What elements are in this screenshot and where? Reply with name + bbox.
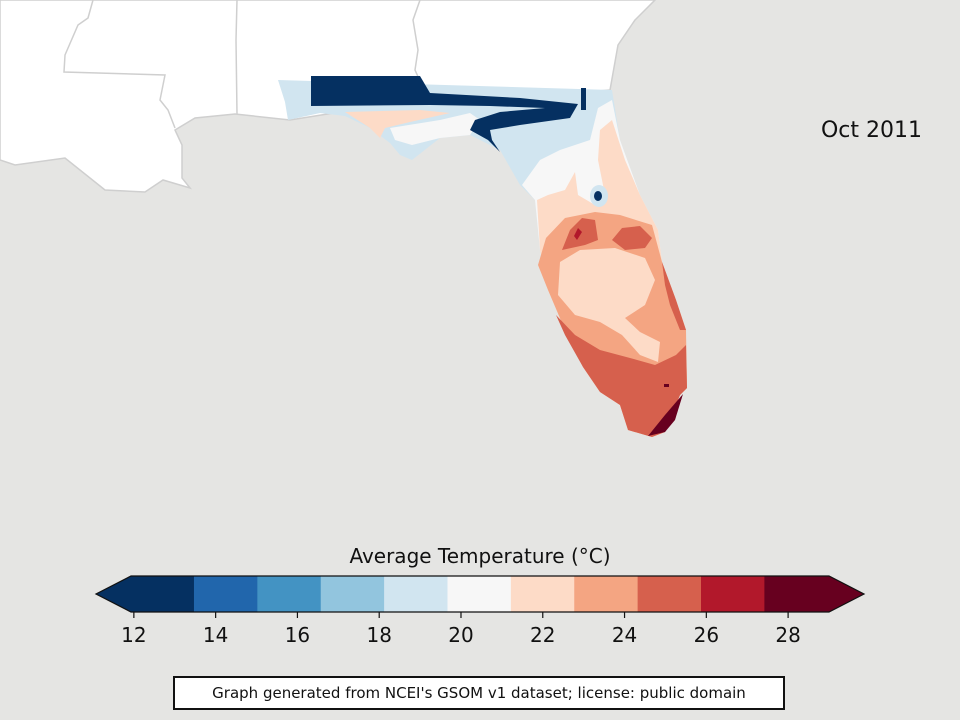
colorbar-bin-3 — [320, 576, 385, 612]
contour-28-plus-speck — [664, 384, 669, 387]
colorbar-tick-label: 12 — [121, 623, 146, 647]
colorbar-bin-10 — [764, 576, 830, 612]
contour-24-26-south — [556, 315, 687, 437]
contour-28-plus-south — [648, 394, 683, 436]
credit-box: Graph generated from NCEI's GSOM v1 data… — [173, 676, 785, 710]
colorbar-bin-4 — [384, 576, 448, 612]
colorbar-bins — [131, 576, 830, 612]
colorbar-outline — [94, 575, 866, 613]
colorbar-tick-label: 16 — [285, 623, 310, 647]
colorbar-bin-6 — [510, 576, 575, 612]
contour-26-28-peak-north — [574, 228, 582, 240]
contour-24-26-east — [662, 262, 686, 330]
colorbar-ticks: 12 14 16 18 20 22 24 26 28 — [121, 612, 801, 647]
contour-21-23-west — [345, 110, 450, 138]
colorbar-bin-0 — [131, 576, 195, 612]
colorbar-under-arrow — [96, 576, 131, 612]
colorbar-bin-8 — [637, 576, 702, 612]
colorbar-tick-label: 24 — [612, 623, 637, 647]
colorbar-bin-2 — [257, 576, 322, 612]
colorbar-bin-9 — [701, 576, 765, 612]
colorbar-tick-label: 18 — [366, 623, 391, 647]
colorbar-over-arrow — [829, 576, 864, 612]
colorbar-title: Average Temperature (°C) — [349, 544, 611, 568]
colorbar-tick-label: 22 — [530, 623, 555, 647]
contour-20-21-west — [390, 113, 480, 145]
florida-temperature-contours — [278, 76, 687, 437]
contour-cold-pocket-core — [594, 191, 602, 201]
colorbar-tick-label: 26 — [694, 623, 719, 647]
colorbar-bin-5 — [447, 576, 512, 612]
date-label: Oct 2011 — [820, 118, 922, 143]
colorbar-tick-label: 28 — [775, 623, 800, 647]
colorbar: 12 14 16 18 20 22 24 26 28 — [94, 575, 866, 647]
contour-below-12-panhandle — [311, 76, 578, 152]
temperature-map — [0, 0, 687, 437]
contour-below-12-sliver — [581, 88, 586, 110]
colorbar-bin-1 — [193, 576, 258, 612]
contour-24-26-north-east — [612, 226, 652, 250]
colorbar-bin-7 — [574, 576, 639, 612]
colorbar-tick-label: 14 — [203, 623, 228, 647]
contour-inner-21-23 — [558, 248, 660, 362]
colorbar-tick-label: 20 — [448, 623, 473, 647]
